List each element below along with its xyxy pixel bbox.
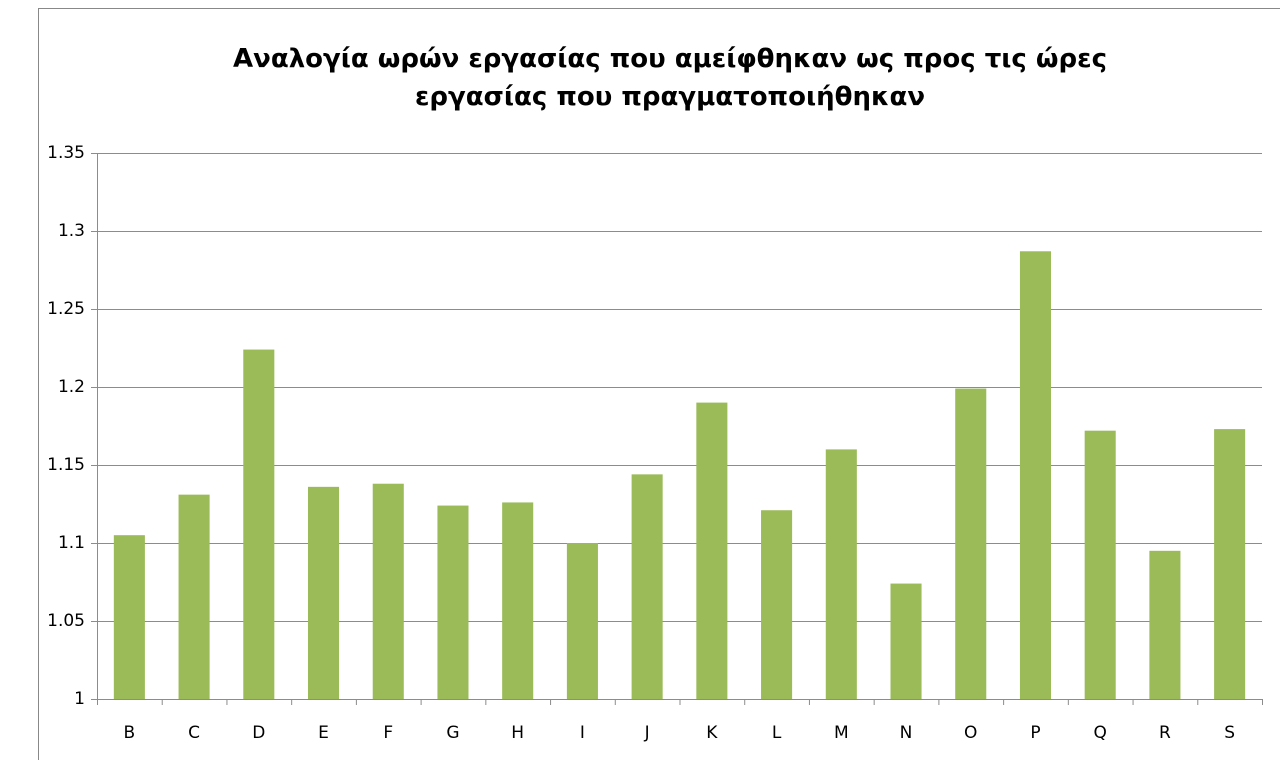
bar xyxy=(372,483,404,699)
y-tick-label: 1.25 xyxy=(47,299,85,319)
x-tick-label: J xyxy=(644,723,650,743)
bar xyxy=(178,494,210,699)
y-tick-label: 1.35 xyxy=(47,143,85,163)
bar xyxy=(825,449,857,699)
x-tick-label: B xyxy=(124,723,136,743)
x-tick-label: C xyxy=(188,723,200,743)
x-tick-label: K xyxy=(706,723,718,743)
bar xyxy=(696,402,728,699)
y-tick-label: 1 xyxy=(74,689,85,709)
bar xyxy=(1214,429,1246,699)
bar xyxy=(113,535,145,699)
bar xyxy=(566,543,598,699)
x-tick-label: S xyxy=(1224,723,1235,743)
bar xyxy=(437,505,469,699)
bar xyxy=(955,388,987,699)
y-tick-label: 1.2 xyxy=(58,377,85,397)
x-tick-label: Q xyxy=(1093,723,1106,743)
y-tick-label: 1.3 xyxy=(58,221,85,241)
y-tick-label: 1.15 xyxy=(47,455,85,475)
y-tick-label: 1.05 xyxy=(47,611,85,631)
bar xyxy=(243,349,275,699)
x-tick-label: E xyxy=(318,723,329,743)
x-tick-label: O xyxy=(964,723,977,743)
bar xyxy=(631,474,663,699)
chart-title: Αναλογία ωρών εργασίας που αμείφθηκαν ως… xyxy=(233,44,1107,112)
x-tick-label: G xyxy=(446,723,459,743)
x-tick-label: H xyxy=(511,723,524,743)
x-tick-label: F xyxy=(383,723,393,743)
bar xyxy=(890,583,922,699)
x-tick-label: I xyxy=(580,723,585,743)
bar xyxy=(1084,430,1116,699)
x-tick-label: P xyxy=(1030,723,1040,743)
bar xyxy=(761,510,793,699)
x-tick-label: N xyxy=(900,723,913,743)
bar xyxy=(1149,550,1181,699)
bar xyxy=(502,502,534,699)
bar xyxy=(307,486,340,699)
x-tick-label: R xyxy=(1159,723,1171,743)
x-tick-label: M xyxy=(834,723,849,743)
x-tick-label: D xyxy=(252,723,265,743)
x-tick-label: L xyxy=(772,723,782,743)
y-tick-label: 1.1 xyxy=(58,533,85,553)
bar xyxy=(1019,251,1052,699)
